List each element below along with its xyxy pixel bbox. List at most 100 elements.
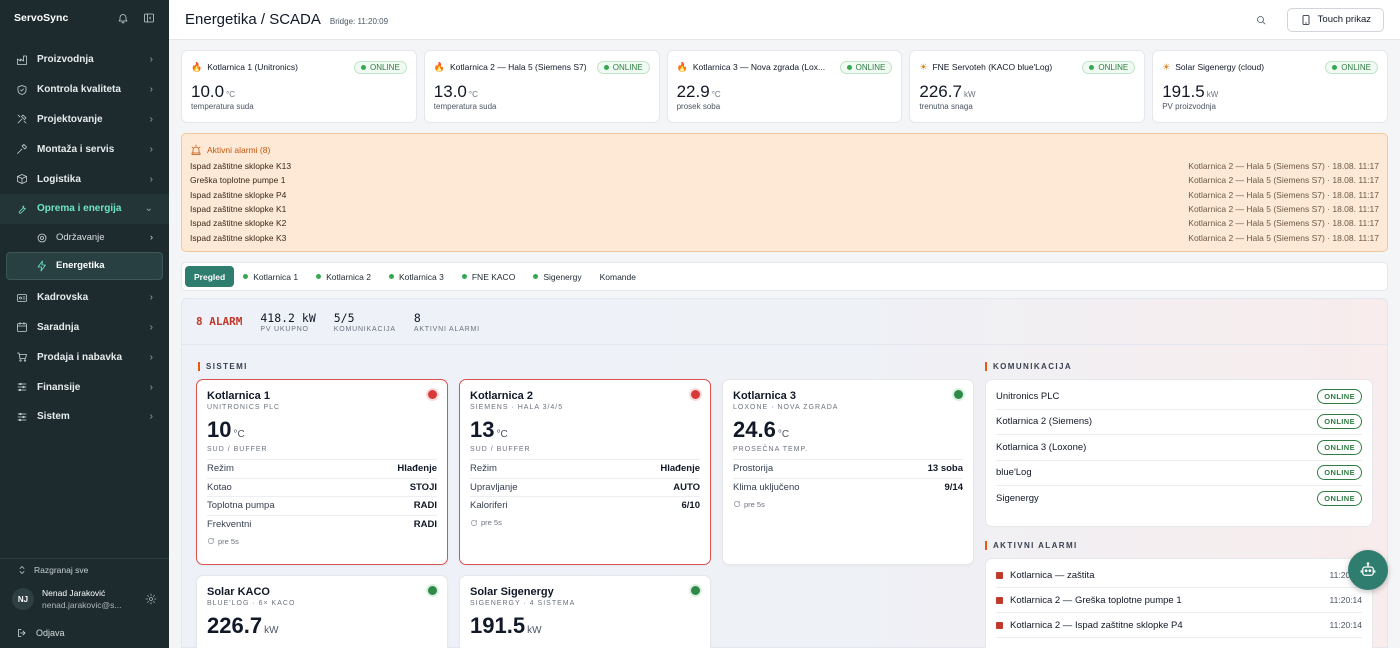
bridge-timestamp: Bridge: 11:20:09 (329, 17, 389, 26)
list-item[interactable]: Kotlarnica 2 — Greška toplotne pumpe 1 11… (996, 588, 1362, 613)
comm-row[interactable]: blue'Log ONLINE (996, 461, 1362, 486)
system-value: 13 (470, 417, 495, 442)
sidebar-item-logistika[interactable]: Logistika › (0, 164, 169, 194)
tab-sigenergy[interactable]: Sigenergy (524, 266, 590, 287)
user-email: nenad.jarakovic@s... (42, 600, 122, 610)
alarm-row[interactable]: Ispad zaštitne sklopke K13 Kotlarnica 2 —… (190, 161, 1379, 172)
status-cards: 🔥 Kotlarnica 1 (Unitronics) ONLINE 10.0 °C … (181, 50, 1388, 123)
sidebar-item-saradnja[interactable]: Saradnja › (0, 313, 169, 343)
brand-logo[interactable]: ServoSync (14, 12, 69, 24)
sidebar-item-finansije[interactable]: Finansije › (0, 372, 169, 402)
system-card-kotlarnica-2[interactable]: Kotlarnica 2 SIEMENS · HALA 3/4/5 13 °C S… (459, 379, 711, 565)
sidebar-item-montaza-servis[interactable]: Montaža i servis › (0, 134, 169, 164)
stat-card-solar-sigenergy[interactable]: ☀ Solar Sigenergy (cloud) ONLINE 191.5 kW P… (1152, 50, 1388, 123)
sidebar-item-label: Montaža i servis (37, 143, 115, 155)
chevron-right-icon: › (149, 54, 153, 66)
system-value: 226.7 (207, 613, 263, 638)
sidebar-item-prodaja-nabavka[interactable]: Prodaja i nabavka › (0, 342, 169, 372)
tab-kotlarnica-1[interactable]: Kotlarnica 1 (234, 266, 307, 287)
summary-alarms: 8 AKTIVNI ALARMI (413, 310, 480, 333)
main-content: Energetika / SCADA Bridge: 11:20:09 Touc… (169, 0, 1400, 648)
user-profile[interactable]: NJ Nenad Jaraković nenad.jarakovic@s... (0, 580, 169, 618)
stat-card-kotlarnica-3[interactable]: 🔥 Kotlarnica 3 — Nova zgrada (Lox... ONLIN… (666, 50, 903, 123)
comm-row[interactable]: Kotlarnica 2 (Siemens) ONLINE (996, 410, 1362, 435)
sidebar-item-proizvodnja[interactable]: Proizvodnja › (0, 45, 169, 75)
cart-icon (16, 351, 28, 363)
sidebar-subitem-odrzavanje[interactable]: Održavanje › (0, 224, 169, 252)
sidebar-item-label: Proizvodnja (37, 54, 94, 66)
sidebar-item-kontrola-kvaliteta[interactable]: Kontrola kvaliteta › (0, 75, 169, 105)
kv-row: Klima uključeno 9/14 (733, 477, 963, 497)
gear-icon (36, 232, 48, 244)
alarm-row[interactable]: Ispad zaštitne sklopke K1 Kotlarnica 2 — … (190, 204, 1379, 215)
list-item[interactable]: Kotlarnica — zaštita 11:20:14 (996, 563, 1362, 588)
chevron-right-icon: › (149, 411, 153, 423)
chevron-right-icon: › (149, 232, 153, 244)
expand-all-button[interactable]: Razgranaj sve (0, 558, 169, 580)
sidebar-item-projektovanje[interactable]: Projektovanje › (0, 105, 169, 135)
list-item[interactable]: Kotlarnica 2 — Ispad zaštitne sklopke P4… (996, 613, 1362, 638)
alarm-row[interactable]: Ispad zaštitne sklopke K2 Kotlarnica 2 — … (190, 218, 1379, 229)
scada-overview: 8 ALARM 418.2 kW PV UKUPNO 5/5 KOMUNIKACIJ… (181, 298, 1388, 648)
status-badge: ONLINE (596, 60, 650, 74)
sidebar-item-oprema-energija[interactable]: Oprema i energija ⌄ (0, 193, 169, 224)
stat-card-kotlarnica-2[interactable]: 🔥 Kotlarnica 2 — Hala 5 (Siemens S7) ONLIN… (423, 50, 660, 123)
sidebar-subitem-energetika[interactable]: Energetika (6, 251, 163, 280)
comm-row[interactable]: Unitronics PLC ONLINE (996, 384, 1362, 410)
stat-card-fne-servoteh[interactable]: ☀ FNE Servoteh (KACO blue'Log) ONLINE 226.… (909, 50, 1146, 123)
assistant-bot-button[interactable] (1348, 550, 1388, 590)
online-badge: ONLINE (1317, 414, 1362, 430)
status-badge: ONLINE (1082, 60, 1136, 74)
flame-icon: 🔥 (191, 61, 203, 72)
system-card-kotlarnica-1[interactable]: Kotlarnica 1 UNITRONICS PLC 10 °C SUD / B… (196, 379, 448, 565)
online-badge: ONLINE (1317, 388, 1362, 404)
sun-icon: ☀ (1162, 61, 1171, 72)
chevron-right-icon: › (149, 351, 153, 363)
logout-icon (16, 627, 28, 639)
logout-button[interactable]: Odjava (0, 618, 169, 648)
system-sub: UNITRONICS PLC (207, 404, 281, 411)
touch-view-button[interactable]: Touch prikaz (1286, 7, 1384, 32)
refresh-age: pre 5s (470, 515, 700, 531)
system-value: 10 (207, 417, 232, 442)
tab-kotlarnica-3[interactable]: Kotlarnica 3 (380, 266, 453, 287)
search-icon[interactable] (1255, 14, 1267, 26)
bot-icon (1360, 562, 1376, 576)
system-value-label: SUD / BUFFER (207, 446, 268, 453)
summary-comm: 5/5 KOMUNIKACIJA (333, 310, 396, 333)
tab-pregled[interactable]: Pregled (185, 266, 235, 287)
sidebar-nav: Proizvodnja › Kontrola kvaliteta › Proje… (0, 45, 169, 432)
alarm-row[interactable]: Ispad zaštitne sklopke P4 Kotlarnica 2 — … (190, 189, 1379, 200)
alarm-count-badge: 8 ALARM (196, 315, 243, 328)
tab-fne-kaco[interactable]: FNE KACO (453, 266, 524, 287)
sidebar-item-sistem[interactable]: Sistem › (0, 402, 169, 432)
sidebar-item-kadrovska[interactable]: Kadrovska › (0, 283, 169, 313)
system-card-solar-sigenergy[interactable]: Solar Sigenergy SIGENERGY · 4 SISTEMA 19… (459, 575, 711, 648)
alarm-row[interactable]: Ispad zaštitne sklopke K3 Kotlarnica 2 — … (190, 232, 1379, 243)
system-card-kotlarnica-3[interactable]: Kotlarnica 3 LOXONE · NOVA ZGRADA 24.6 °C… (722, 379, 974, 565)
alarm-marker (996, 571, 1003, 579)
logout-label: Odjava (36, 628, 65, 638)
settings-gear-icon[interactable] (145, 593, 157, 605)
system-sub: LOXONE · NOVA ZGRADA (733, 404, 839, 411)
sliders-icon (16, 381, 28, 393)
flame-icon: 🔥 (676, 61, 688, 72)
chevron-right-icon: › (149, 143, 153, 155)
kv-row: Kotao STOJI (207, 477, 437, 497)
page-title: Energetika / SCADA (185, 11, 321, 28)
sliders-icon (16, 411, 28, 423)
tab-kotlarnica-2[interactable]: Kotlarnica 2 (307, 266, 380, 287)
collapse-sidebar-icon[interactable] (143, 12, 155, 24)
bell-icon[interactable] (117, 12, 129, 24)
tab-komande[interactable]: Komande (599, 271, 636, 282)
stat-card-name: FNE Servoteh (KACO blue'Log) (932, 62, 1053, 72)
active-alarms-banner: Aktivni alarmi (8) Ispad zaštitne sklopk… (181, 133, 1388, 252)
alarm-row[interactable]: Greška toplotne pumpe 1 Kotlarnica 2 — Ha… (190, 175, 1379, 186)
stat-card-kotlarnica-1[interactable]: 🔥 Kotlarnica 1 (Unitronics) ONLINE 10.0 °C … (181, 50, 417, 123)
comm-row[interactable]: Sigenergy ONLINE (996, 486, 1362, 512)
system-card-solar-kaco[interactable]: Solar KACO BLUE'LOG · 6× KACO 226.7 kW (196, 575, 448, 648)
sidebar-item-label: Prodaja i nabavka (37, 351, 123, 363)
system-sub: BLUE'LOG · 6× KACO (207, 600, 296, 607)
comm-row[interactable]: Kotlarnica 3 (Loxone) ONLINE (996, 435, 1362, 461)
chevron-right-icon: › (149, 113, 153, 125)
